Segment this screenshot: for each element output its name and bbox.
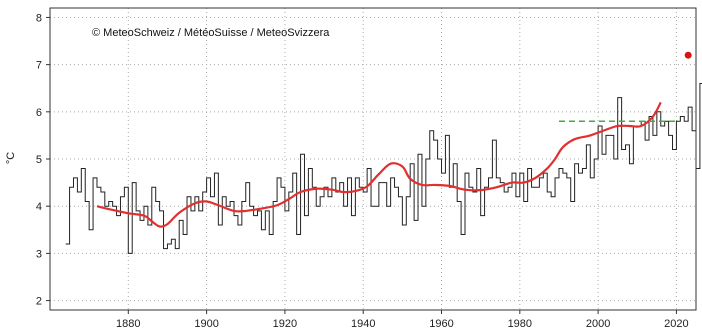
x-tick-label: 2020 bbox=[664, 318, 688, 330]
plot-area bbox=[65, 51, 702, 254]
x-tick-label: 1900 bbox=[194, 318, 218, 330]
x-tick-label: 1880 bbox=[116, 318, 140, 330]
x-tick-label: 1980 bbox=[508, 318, 532, 330]
y-tick-label: 8 bbox=[36, 12, 42, 24]
x-axis: 1880 1900 1920 1940 1960 1980 2000 2020 bbox=[116, 310, 689, 330]
y-tick-label: 3 bbox=[36, 248, 42, 260]
smoothed-trend-line bbox=[96, 101, 662, 228]
x-tick-label: 1960 bbox=[429, 318, 453, 330]
y-tick-label: 5 bbox=[36, 154, 42, 166]
y-tick-label: 6 bbox=[36, 107, 42, 119]
y-axis-label: °C bbox=[5, 152, 17, 164]
x-tick-label: 1920 bbox=[273, 318, 297, 330]
y-tick-label: 2 bbox=[36, 296, 42, 308]
copyright-text: © MeteoSchweiz / MétéoSuisse / MeteoSviz… bbox=[92, 27, 330, 39]
x-tick-label: 2000 bbox=[586, 318, 610, 330]
y-tick-label: 4 bbox=[36, 201, 42, 213]
latest-value-point bbox=[684, 51, 692, 59]
y-axis: 2 3 4 5 6 7 8 bbox=[36, 12, 50, 308]
x-tick-label: 1940 bbox=[351, 318, 375, 330]
y-tick-label: 7 bbox=[36, 60, 42, 72]
